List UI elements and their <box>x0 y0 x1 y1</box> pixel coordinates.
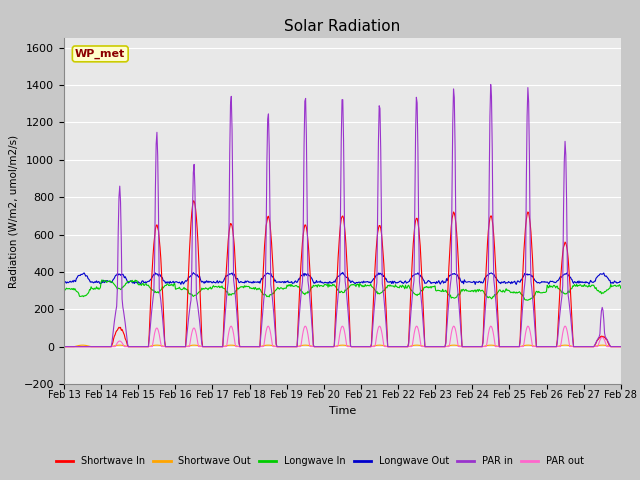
PAR in <box>426 344 434 349</box>
Longwave Out <box>513 282 520 288</box>
PAR in <box>487 82 495 87</box>
PAR out <box>410 331 418 337</box>
PAR out <box>426 344 434 349</box>
Longwave In <box>128 277 136 283</box>
Longwave Out <box>411 272 419 277</box>
Shortwave Out <box>60 344 68 349</box>
PAR in <box>127 344 135 349</box>
Longwave Out <box>184 276 192 282</box>
PAR out <box>127 344 135 349</box>
Longwave Out <box>617 279 625 285</box>
Longwave Out <box>339 269 347 275</box>
Y-axis label: Radiation (W/m2, umol/m2/s): Radiation (W/m2, umol/m2/s) <box>8 134 18 288</box>
Line: PAR out: PAR out <box>64 326 621 347</box>
Longwave Out <box>428 281 435 287</box>
PAR in <box>184 322 192 327</box>
Longwave In <box>524 298 531 303</box>
Longwave In <box>60 286 68 291</box>
Longwave In <box>617 285 625 291</box>
Shortwave Out <box>428 344 435 349</box>
Line: Longwave Out: Longwave Out <box>64 272 621 285</box>
PAR out <box>561 323 569 329</box>
Shortwave In <box>70 344 78 349</box>
Shortwave Out <box>79 342 86 348</box>
PAR out <box>617 344 625 349</box>
Text: WP_met: WP_met <box>75 49 125 59</box>
PAR out <box>70 344 78 349</box>
Longwave Out <box>60 279 68 285</box>
Longwave Out <box>214 278 221 284</box>
Shortwave In <box>411 223 419 228</box>
Shortwave Out <box>128 344 136 349</box>
PAR in <box>70 344 78 349</box>
Longwave In <box>185 290 193 296</box>
Shortwave Out <box>185 343 193 349</box>
PAR out <box>184 344 192 349</box>
Shortwave In <box>428 344 435 349</box>
Title: Solar Radiation: Solar Radiation <box>284 20 401 35</box>
Longwave In <box>70 287 78 293</box>
PAR in <box>60 344 68 349</box>
PAR in <box>617 344 625 349</box>
Shortwave In <box>184 286 192 291</box>
PAR out <box>214 344 221 349</box>
PAR out <box>60 344 68 349</box>
Shortwave In <box>127 344 135 349</box>
Longwave Out <box>70 277 78 283</box>
Line: Longwave In: Longwave In <box>64 280 621 300</box>
Shortwave Out <box>214 344 222 349</box>
Longwave In <box>98 277 106 283</box>
Longwave In <box>411 291 419 297</box>
PAR in <box>214 344 221 349</box>
Shortwave In <box>214 344 222 349</box>
Legend: Shortwave In, Shortwave Out, Longwave In, Longwave Out, PAR in, PAR out: Shortwave In, Shortwave Out, Longwave In… <box>52 453 588 470</box>
Shortwave Out <box>617 344 625 349</box>
Longwave Out <box>127 278 135 284</box>
Shortwave Out <box>411 342 419 348</box>
X-axis label: Time: Time <box>329 406 356 416</box>
Shortwave In <box>617 344 625 349</box>
Shortwave Out <box>70 344 78 349</box>
PAR in <box>410 277 418 283</box>
Shortwave In <box>60 344 68 349</box>
Line: Shortwave In: Shortwave In <box>64 201 621 347</box>
Longwave In <box>214 284 222 289</box>
Line: Shortwave Out: Shortwave Out <box>64 345 621 347</box>
Shortwave In <box>189 198 197 204</box>
Line: PAR in: PAR in <box>64 84 621 347</box>
Longwave In <box>428 285 435 291</box>
